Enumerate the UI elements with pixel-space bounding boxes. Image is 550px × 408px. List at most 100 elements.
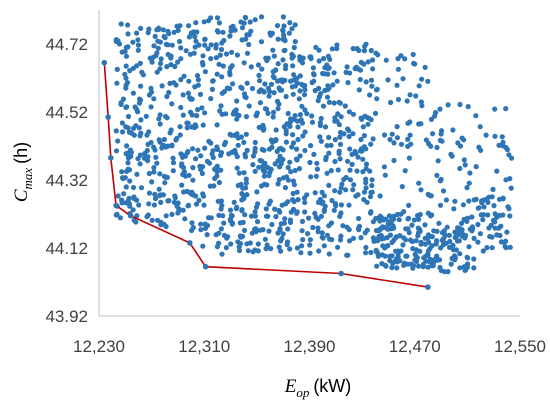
scatter-point <box>145 158 151 164</box>
scatter-point <box>283 93 289 100</box>
scatter-point <box>243 176 249 182</box>
scatter-point <box>158 56 164 62</box>
scatter-point <box>198 221 204 227</box>
x-tick-labels: 12,230 12,310 12,390 12,470 12,550 <box>73 337 546 356</box>
scatter-point <box>199 105 205 111</box>
scatter-point <box>375 253 381 259</box>
scatter-point <box>471 256 477 262</box>
scatter-point <box>200 193 207 199</box>
scatter-point <box>138 25 144 31</box>
scatter-point <box>278 221 284 227</box>
scatter-point <box>283 139 289 145</box>
scatter-point <box>135 47 141 53</box>
scatter-point <box>169 211 175 217</box>
scatter-point <box>350 187 356 193</box>
scatter-point <box>276 177 282 183</box>
scatter-point <box>285 226 291 232</box>
scatter-point <box>238 84 244 90</box>
scatter-point <box>275 36 281 42</box>
scatter-point <box>309 79 315 86</box>
scatter-point <box>347 167 353 173</box>
scatter-point <box>154 69 160 75</box>
scatter-point <box>268 32 274 38</box>
scatter-point <box>255 241 261 247</box>
scatter-point <box>326 150 332 156</box>
scatter-point <box>406 202 412 208</box>
scatter-point <box>130 207 136 213</box>
scatter-point <box>313 44 319 51</box>
scatter-point <box>334 42 340 48</box>
scatter-point <box>337 141 344 147</box>
scatter-point <box>428 233 434 240</box>
scatter-point <box>235 135 241 141</box>
scatter-point <box>275 106 281 112</box>
scatter-point <box>439 138 445 144</box>
scatter-point <box>210 154 216 161</box>
scatter-point <box>218 198 224 204</box>
scatter-point <box>310 224 316 231</box>
scatter-point <box>345 80 351 86</box>
scatter-point <box>273 127 279 133</box>
scatter-point <box>316 58 322 64</box>
x-axis-title: Eop (kW) <box>284 376 352 400</box>
scatter-point <box>365 121 371 127</box>
scatter-point <box>149 59 155 65</box>
scatter-point <box>309 113 315 119</box>
scatter-point <box>389 265 395 271</box>
scatter-point <box>477 124 483 130</box>
scatter-point <box>157 112 163 118</box>
scatter-point <box>288 169 294 175</box>
scatter-point <box>218 103 224 109</box>
scatter-point <box>302 129 308 135</box>
scatter-point <box>450 127 456 133</box>
scatter-point <box>292 22 298 28</box>
pareto-front-point <box>338 270 344 277</box>
scatter-point <box>124 143 130 149</box>
scatter-point <box>280 14 286 20</box>
scatter-point <box>467 170 473 176</box>
scatter-point <box>417 248 423 254</box>
scatter-point <box>250 162 256 168</box>
scatter-point <box>223 245 229 251</box>
scatter-point <box>500 143 506 149</box>
scatter-point <box>167 80 173 86</box>
scatter-point <box>239 208 245 214</box>
scatter-point <box>228 241 234 247</box>
pareto-front-point <box>105 114 111 120</box>
scatter-point <box>365 59 371 65</box>
scatter-point <box>252 149 258 155</box>
pareto-front-point <box>108 155 114 161</box>
scatter-point <box>453 247 459 253</box>
scatter-point <box>130 125 137 131</box>
scatter-point <box>464 218 470 224</box>
scatter-point <box>260 127 266 133</box>
y-tick-label: 44.12 <box>45 239 88 258</box>
scatter-point <box>285 199 291 205</box>
scatter-point <box>275 158 281 164</box>
scatter-point <box>242 212 248 218</box>
scatter-point <box>489 234 495 240</box>
scatter-point <box>123 53 130 59</box>
scatter-point <box>242 151 248 157</box>
scatter-point <box>308 143 314 149</box>
scatter-point <box>295 124 301 130</box>
scatter-point <box>193 123 199 129</box>
scatter-point <box>157 60 164 67</box>
scatter-point <box>280 57 286 63</box>
scatter-point <box>156 25 162 31</box>
scatter-point <box>135 42 141 48</box>
scatter-point <box>238 19 244 25</box>
scatter-point <box>434 144 440 151</box>
scatter-point <box>180 207 186 213</box>
scatter-point <box>168 127 174 133</box>
scatter-point <box>299 218 306 224</box>
scatter-point <box>137 96 143 102</box>
scatter-point <box>127 68 133 74</box>
scatter-point <box>461 137 467 143</box>
scatter-point <box>385 77 391 83</box>
scatter-point <box>415 263 422 269</box>
scatter-point <box>125 155 131 161</box>
scatter-point <box>252 247 258 253</box>
scatter-point <box>168 62 174 68</box>
scatter-point <box>117 215 123 221</box>
